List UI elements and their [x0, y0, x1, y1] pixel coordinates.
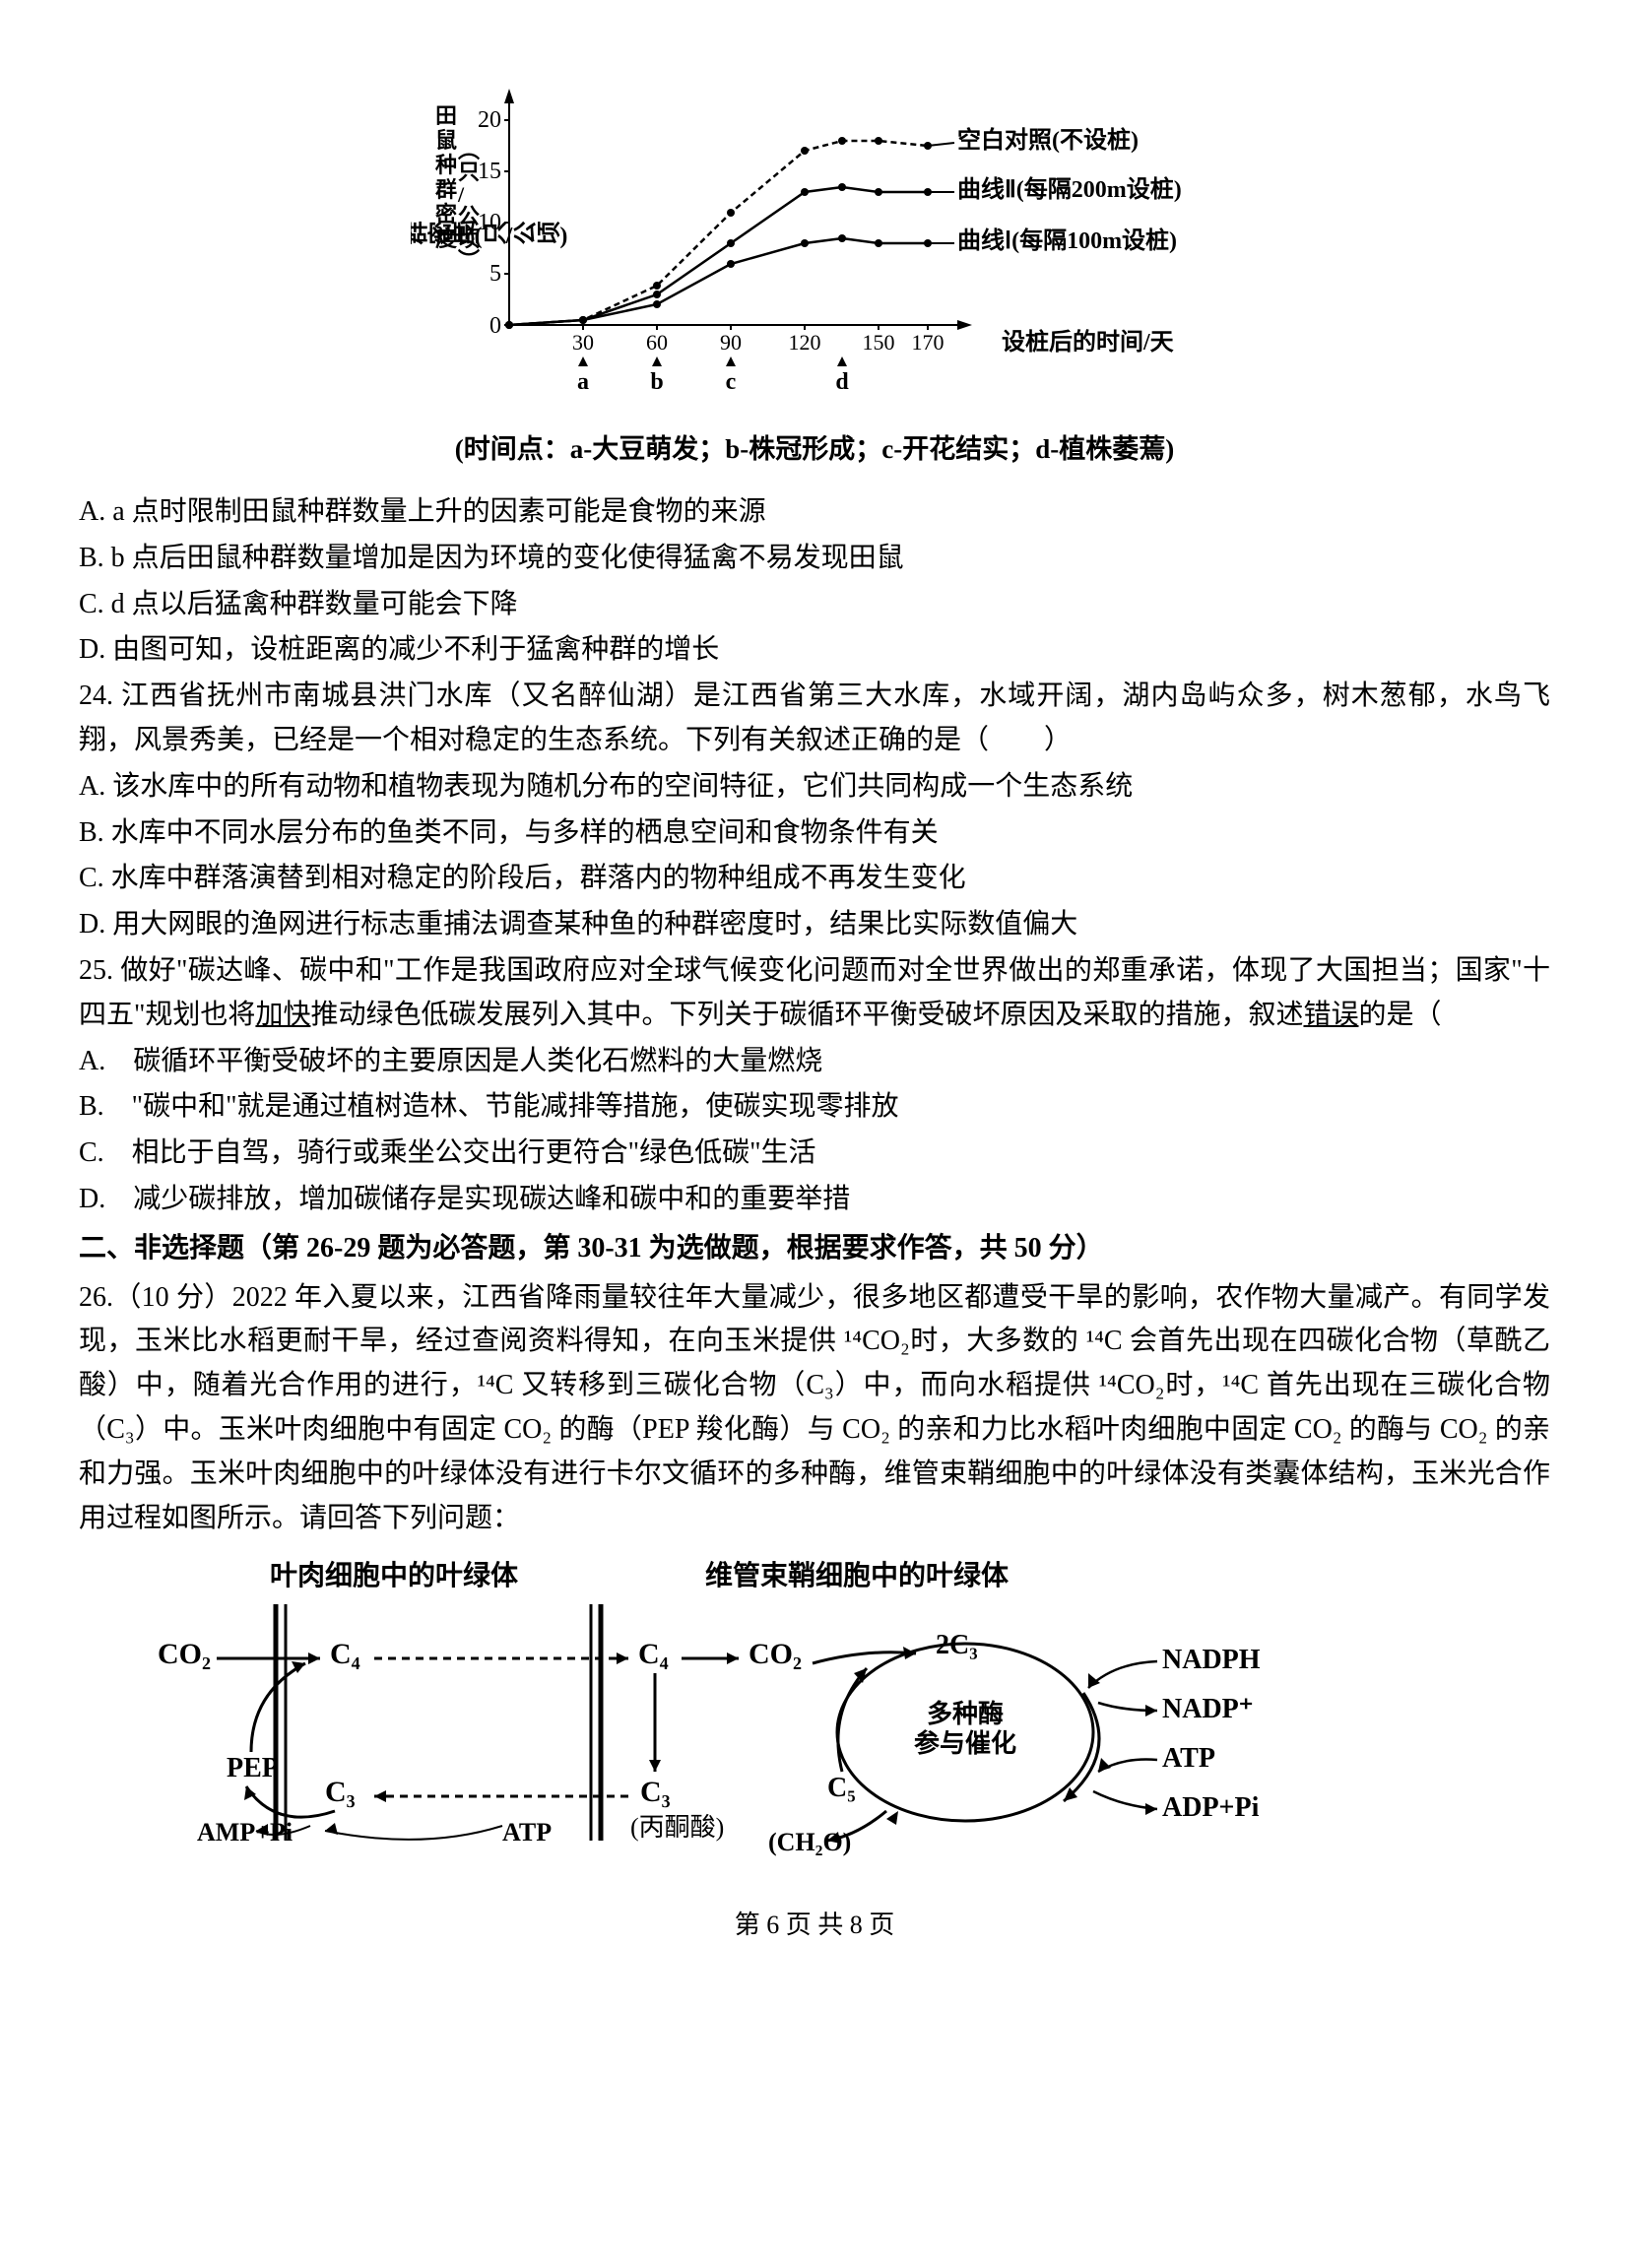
question-25-stem: 25. 做好"碳达峰、碳中和"工作是我国政府应对全球气候变化问题而对全世界做出的…: [79, 949, 1550, 1038]
option-24-c: C. 水库中群落演替到相对稳定的阶段后，群落内的物种组成不再发生变化: [79, 857, 1550, 901]
photosynthesis-diagram: 叶肉细胞中的叶绿体 维管束鞘细胞中的叶绿体 CO₂ C₄ C₄ CO₂ C₃ (…: [79, 1555, 1550, 1885]
svg-text:CO₂: CO₂: [158, 1638, 211, 1670]
svg-text:30: 30: [572, 330, 594, 355]
svg-text:d: d: [835, 369, 849, 395]
svg-text:AMP+Pi: AMP+Pi: [197, 1818, 293, 1847]
svg-text:120: 120: [789, 330, 821, 355]
svg-text:ADP+Pi: ADP+Pi: [1162, 1792, 1260, 1823]
option-23-c: C. d 点以后猛禽种群数量可能会下降: [79, 583, 1550, 627]
svg-text:150: 150: [863, 330, 895, 355]
question-24-stem: 24. 江西省抚州市南城县洪门水库（又名醉仙湖）是江西省第三大水库，水域开阔，湖…: [79, 675, 1550, 763]
svg-text:(丙酮酸): (丙酮酸): [630, 1813, 724, 1842]
svg-text:曲线Ⅱ(每隔200m设桩): 曲线Ⅱ(每隔200m设桩): [957, 175, 1182, 203]
svg-text:60: 60: [646, 330, 668, 355]
option-25-d: D. 减少碳排放，增加碳储存是实现碳达峰和碳中和的重要举措: [79, 1178, 1550, 1222]
svg-text:c: c: [726, 369, 737, 395]
svg-text:C₃: C₃: [325, 1776, 356, 1808]
svg-text:20: 20: [478, 107, 501, 133]
svg-text:PEP: PEP: [227, 1753, 279, 1783]
svg-text:参与催化: 参与催化: [914, 1728, 1016, 1758]
chart-caption: (时间点：a-大豆萌发；b-株冠形成；c-开花结实；d-植株萎蔫): [79, 428, 1550, 471]
svg-text:15: 15: [478, 159, 501, 184]
svg-text:多种酶: 多种酶: [927, 1700, 1004, 1728]
page-footer: 第 6 页 共 8 页: [79, 1905, 1550, 1946]
q25-underline-1: 加快: [255, 1000, 310, 1030]
svg-text:CO₂: CO₂: [749, 1638, 802, 1670]
svg-text:群: 群: [435, 177, 457, 202]
option-24-a: A. 该水库中的所有动物和植物表现为随机分布的空间特征，它们共同构成一个生态系统: [79, 765, 1550, 810]
svg-text:NADPH: NADPH: [1162, 1645, 1261, 1675]
svg-text:设桩后的时间/天: 设桩后的时间/天: [1002, 328, 1174, 356]
question-26-stem: 26.（10 分）2022 年入夏以来，江西省降雨量较往年大量减少，很多地区都遭…: [79, 1276, 1550, 1541]
q25-underline-2: 错误: [1303, 1000, 1358, 1030]
svg-text:5: 5: [489, 261, 501, 287]
svg-text:空白对照(不设桩): 空白对照(不设桩): [957, 126, 1139, 154]
svg-text:0: 0: [489, 313, 501, 339]
svg-text:ATP: ATP: [502, 1818, 552, 1847]
svg-text:种: 种: [435, 153, 457, 177]
svg-text:田鼠种群密度(只/公顷): 田鼠种群密度(只/公顷): [411, 222, 567, 249]
option-24-d: D. 用大网眼的渔网进行标志重捕法调查某种鱼的种群密度时，结果比实际数值偏大: [79, 903, 1550, 947]
svg-text:NADP⁺: NADP⁺: [1162, 1694, 1254, 1724]
svg-text:度: 度: [435, 227, 458, 251]
svg-text:C₃: C₃: [640, 1776, 671, 1808]
diagram-title-right: 维管束鞘细胞中的叶绿体: [705, 1559, 1010, 1591]
diagram-title-left: 叶肉细胞中的叶绿体: [270, 1559, 519, 1591]
q25-text-3: 的是（: [1358, 1000, 1441, 1030]
option-23-d: D. 由图可知，设桩距离的减少不利于猛禽种群的增长: [79, 628, 1550, 673]
option-23-a: A. a 点时限制田鼠种群数量上升的因素可能是食物的来源: [79, 490, 1550, 535]
svg-text:密: 密: [435, 202, 457, 227]
svg-text:鼠: 鼠: [435, 128, 457, 153]
svg-text:曲线Ⅰ(每隔100m设桩): 曲线Ⅰ(每隔100m设桩): [957, 227, 1177, 254]
svg-text:C₅: C₅: [827, 1773, 856, 1803]
svg-text:公: 公: [458, 204, 480, 228]
section-2-header: 二、非选择题（第 26-29 题为必答题，第 30-31 为选做题，根据要求作答…: [79, 1227, 1550, 1271]
svg-text:只: 只: [458, 160, 480, 184]
q25-text-2: 推动绿色低碳发展列入其中。下列关于碳循环平衡受破坏原因及采取的措施，叙述: [310, 1000, 1303, 1030]
svg-text:2C₃: 2C₃: [936, 1630, 978, 1660]
option-25-c: C. 相比于自驾，骑行或乘坐公交出行更符合"绿色低碳"生活: [79, 1132, 1550, 1176]
option-25-a: A. 碳循环平衡受破坏的主要原因是人类化石燃料的大量燃烧: [79, 1040, 1550, 1084]
svg-text:a: a: [577, 369, 589, 395]
svg-text:田: 田: [435, 103, 457, 128]
svg-text:b: b: [650, 369, 663, 395]
svg-text:︶: ︶: [458, 248, 480, 273]
svg-text:C₄: C₄: [330, 1638, 360, 1670]
svg-text:90: 90: [720, 330, 742, 355]
option-25-b: B. "碳中和"就是通过植树造林、节能减排等措施，使碳实现零排放: [79, 1085, 1550, 1130]
option-24-b: B. 水库中不同水层分布的鱼类不同，与多样的栖息空间和食物条件有关: [79, 811, 1550, 856]
svg-text:C₄: C₄: [638, 1638, 669, 1670]
svg-text:170: 170: [912, 330, 945, 355]
option-23-b: B. b 点后田鼠种群数量增加是因为环境的变化使得猛禽不易发现田鼠: [79, 537, 1550, 581]
chart-field-mouse-density: 0 5 10 15 20 30 60 90 120 150 170 a b c …: [371, 59, 1258, 419]
svg-text:ATP: ATP: [1162, 1743, 1215, 1774]
